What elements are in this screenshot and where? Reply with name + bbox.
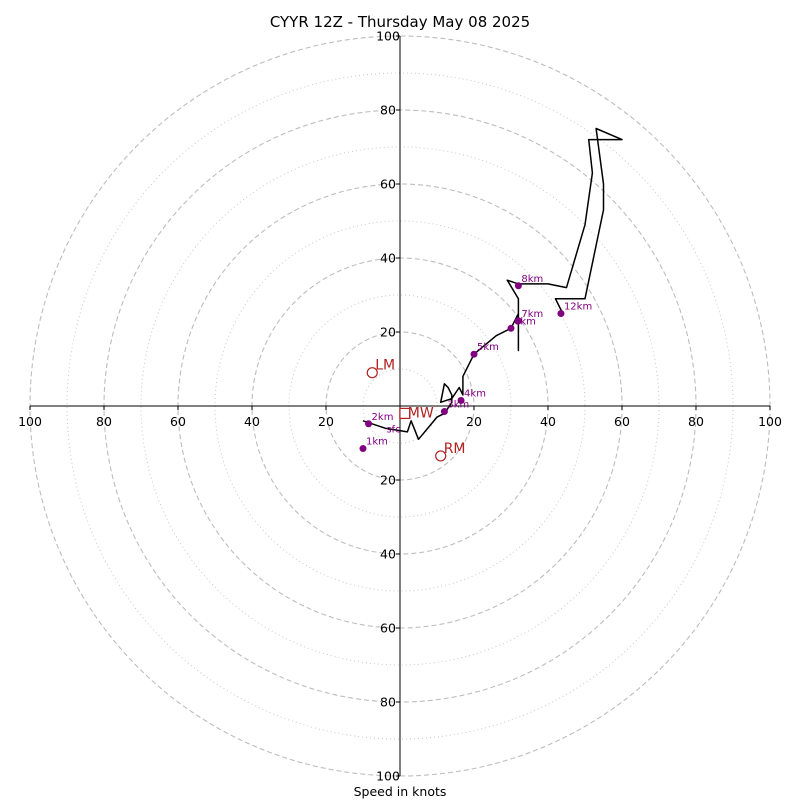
hodograph-trace — [362, 127, 623, 441]
x-tick-label: 20 — [318, 414, 334, 429]
lm-label: LM — [375, 358, 395, 374]
height-marker-2km — [365, 420, 373, 428]
y-tick-label: 20 — [380, 473, 396, 488]
height-marker-5km — [470, 350, 478, 358]
mean-wind-label: MW — [408, 405, 434, 421]
x-tick-label: 80 — [688, 414, 704, 429]
rm-marker — [435, 450, 447, 462]
y-tick-label: 20 — [380, 325, 396, 340]
height-marker-4km — [457, 396, 465, 404]
height-marker-7km — [514, 317, 522, 325]
x-tick-label: 80 — [96, 414, 112, 429]
height-marker-3km — [440, 408, 448, 416]
height-label-sfc: sfc — [386, 424, 400, 435]
x-tick-label: 100 — [18, 414, 42, 429]
lm-marker — [366, 367, 378, 379]
height-marker-8km — [514, 282, 522, 290]
x-tick-label: 100 — [758, 414, 782, 429]
y-tick-label: 80 — [380, 103, 396, 118]
mean-wind-marker — [399, 407, 411, 419]
x-tick-label: 60 — [170, 414, 186, 429]
x-tick-label: 40 — [244, 414, 260, 429]
x-tick-label: 20 — [466, 414, 482, 429]
hodograph-line — [362, 127, 623, 441]
y-tick-label: 100 — [376, 29, 400, 44]
height-label-3km: 3km — [447, 400, 469, 411]
y-tick-label: 60 — [380, 621, 396, 636]
height-label-5km: 5km — [477, 342, 499, 353]
rm-label: RM — [444, 441, 466, 457]
axes — [30, 36, 770, 776]
y-tick-label: 60 — [380, 177, 396, 192]
height-label-1km: 1km — [366, 437, 388, 448]
y-tick-label: 40 — [380, 547, 396, 562]
height-label-7km: 7km — [521, 309, 543, 320]
height-label-6km: 6km — [514, 316, 536, 327]
x-tick-label: 40 — [540, 414, 556, 429]
y-tick-label: 100 — [376, 769, 400, 784]
height-label-4km: 4km — [464, 388, 486, 399]
tick-labels: 100 80 60 40 20 20 40 60 80 100 20 40 60 80 100 20 40 60 8… — [18, 29, 782, 784]
height-marker-6km — [507, 324, 515, 332]
chart-title: CYYR 12Z - Thursday May 08 2025 — [270, 13, 530, 31]
x-tick-label: 60 — [614, 414, 630, 429]
x-axis-label: Speed in knots — [354, 784, 447, 799]
height-label-12km: 12km — [564, 302, 592, 313]
height-marker-12km — [557, 310, 565, 317]
height-label-8km: 8km — [521, 274, 543, 285]
y-tick-label: 40 — [380, 251, 396, 266]
y-tick-label: 80 — [380, 695, 396, 710]
height-marker-1km — [359, 445, 367, 453]
height-label-2km: 2km — [372, 412, 394, 423]
